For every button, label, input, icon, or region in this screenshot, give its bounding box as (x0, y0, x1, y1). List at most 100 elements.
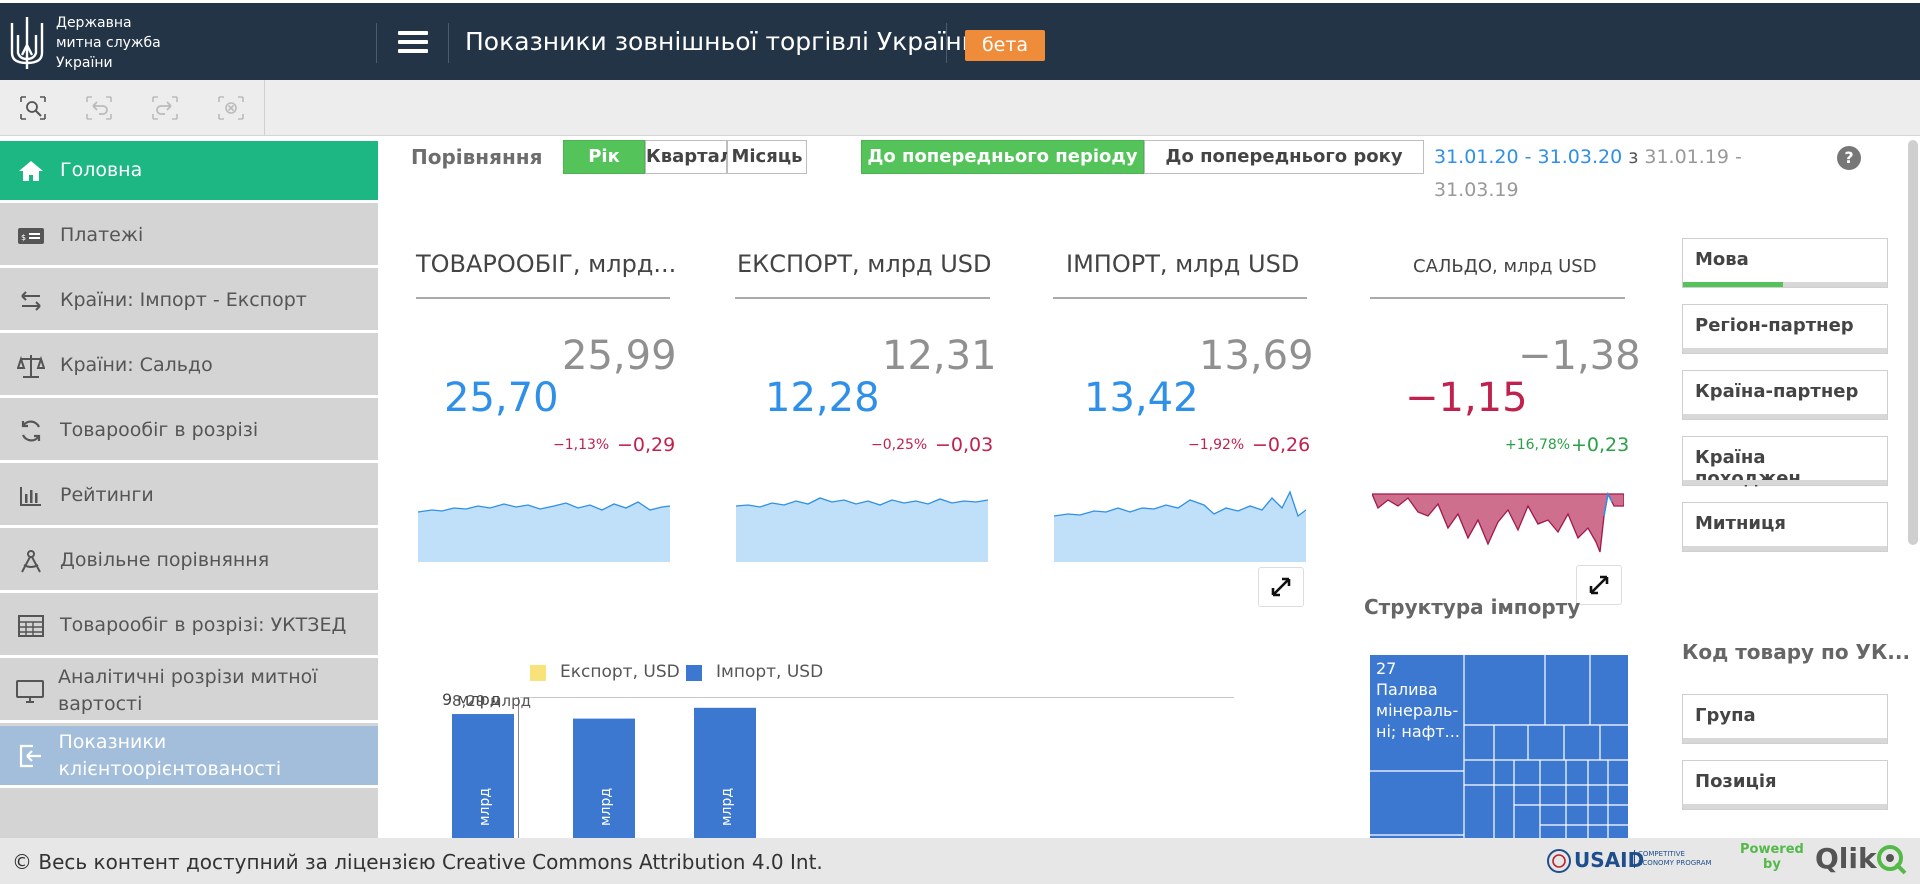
treemap-tile-label-line: ні; нафт... (1376, 722, 1460, 741)
date-range-previous-start: 31.01.19 - (1644, 146, 1742, 168)
filter-partner-country[interactable]: Країна-партнер (1682, 370, 1888, 420)
home-icon (16, 156, 46, 186)
date-range-current: 31.01.20 - 31.03.20 (1434, 146, 1623, 168)
step-back-icon[interactable] (84, 94, 114, 122)
kpi-current-import: 13,42 (1084, 375, 1199, 421)
help-icon[interactable]: ? (1837, 146, 1861, 170)
beta-badge: бета (965, 30, 1045, 61)
filter-bar (1683, 804, 1887, 809)
bar-inner-label: млрд (719, 788, 735, 826)
sidebar-item-countries-balance[interactable]: Країни: Сальдо (0, 336, 378, 398)
trident-logo-icon (10, 17, 44, 69)
filter-language[interactable]: Мова (1682, 238, 1888, 288)
app-title: Показники зовнішньої торгівлі України (465, 27, 978, 56)
period-button-year[interactable]: Рік (563, 140, 645, 174)
filter-label: Мова (1695, 249, 1749, 270)
logo-text-line-3: України (56, 55, 113, 71)
sidebar-item-client-orientation[interactable]: Показники клієнтоорієнтованості (0, 726, 378, 788)
vertical-scrollbar[interactable] (1908, 140, 1918, 545)
filter-label: Митниця (1695, 513, 1786, 534)
kpi-divider (1053, 297, 1307, 299)
sidebar-item-custom-comparison[interactable]: Довільне порівняння (0, 531, 378, 593)
legend-label-export: Експорт, USD (560, 662, 680, 682)
kpi-title-turnover: ТОВАРООБІГ, млрд... (416, 250, 677, 278)
payments-icon: $ (16, 221, 46, 251)
svg-text:$: $ (21, 233, 26, 242)
expand-icon[interactable] (1576, 565, 1622, 605)
mode-button-prev-year[interactable]: До попереднього року (1144, 140, 1424, 174)
kpi-percent-import: −1,92% (1188, 437, 1245, 453)
y-axis (518, 697, 519, 838)
bar-import-2[interactable] (694, 707, 756, 838)
filter-bar (1683, 348, 1887, 353)
sidebar-item-home[interactable]: Головна (0, 141, 378, 203)
expand-icon[interactable] (1258, 567, 1304, 607)
kpi-percent-export: −0,25% (871, 437, 928, 453)
exit-icon (16, 741, 45, 771)
footer: © Весь контент доступний за ліцензією Cr… (0, 838, 1920, 884)
bar-data-label: 8,29 млрд (452, 692, 531, 710)
compass-icon (16, 546, 46, 576)
treemap-tile-grid (1370, 655, 1628, 838)
smart-search-icon[interactable] (18, 94, 48, 122)
treemap-tile-code: 27 (1376, 659, 1397, 678)
import-structure-title: Структура імпорту (1364, 595, 1581, 619)
export-import-bar-chart: Експорт, USD Імпорт, USD 9 млрд млрд 8,29… (420, 650, 1320, 838)
usaid-logo-text: USAID (1574, 848, 1645, 872)
filter-selection-indicator (1683, 282, 1783, 287)
period-button-month[interactable]: Місяць (727, 140, 807, 174)
filter-label: Позиція (1695, 771, 1777, 792)
import-structure-treemap[interactable]: 27 Палива мінераль- ні; нафт... (1370, 655, 1628, 838)
sidebar-item-ratings[interactable]: Рейтинги (0, 466, 378, 528)
sidebar-item-label: Платежі (60, 224, 144, 246)
kpi-diff-export: −0,03 (935, 434, 994, 456)
bars-layer: млрд 8,29 млрд млрд млрд (452, 692, 756, 838)
sidebar-item-label: Головна (60, 159, 143, 181)
sidebar-item-label: Країни: Сальдо (60, 354, 213, 376)
usaid-seal-icon (1547, 849, 1571, 873)
legend-swatch-import (686, 665, 702, 681)
kpi-divider (416, 297, 670, 299)
sidebar-item-turnover-uktzed[interactable]: Товарообіг в розрізі: УКТЗЕД (0, 596, 378, 658)
logo-text-line-1: Державна (56, 15, 132, 31)
step-forward-icon[interactable] (150, 94, 180, 122)
filter-position[interactable]: Позиція (1682, 760, 1888, 810)
sidebar-item-customs-value-analytics[interactable]: Аналітичні розрізи митної вартості (0, 661, 378, 723)
kpi-divider (1370, 297, 1625, 299)
kpi-title-import: ІМПОРТ, млрд USD (1066, 250, 1300, 278)
clear-selections-icon[interactable] (216, 94, 246, 122)
filter-group[interactable]: Група (1682, 694, 1888, 744)
filter-origin-country[interactable]: Країна походжен... (1682, 436, 1888, 489)
filter-partner-region[interactable]: Регіон-партнер (1682, 304, 1888, 354)
treemap-tile-label-line: мінераль- (1376, 701, 1459, 720)
filter-bar (1683, 282, 1887, 287)
header-divider (376, 23, 377, 63)
bar-inner-label: млрд (598, 788, 614, 826)
y-tick-label: 9 млрд (442, 690, 501, 709)
sidebar-item-countries-import-export[interactable]: Країни: Імпорт - Експорт (0, 271, 378, 333)
bar-import-1[interactable] (573, 718, 635, 838)
filter-customs-office[interactable]: Митниця (1682, 502, 1888, 552)
sidebar-item-label: Показники клієнтоорієнтованості (58, 730, 282, 780)
hamburger-menu-icon[interactable] (398, 31, 428, 55)
mode-button-prev-period[interactable]: До попереднього періоду (861, 140, 1144, 174)
kpi-percent-turnover: −1,13% (553, 437, 610, 453)
sidebar-item-turnover-breakdown[interactable]: Товарообіг в розрізі (0, 401, 378, 463)
qlik-logo-text: Qlik (1815, 842, 1877, 875)
table-icon (16, 611, 46, 641)
treemap-tile-label-line: Палива (1376, 680, 1438, 699)
filter-label: Регіон-партнер (1695, 315, 1854, 336)
bar-import-0[interactable] (452, 714, 514, 838)
sidebar-item-payments[interactable]: $ Платежі (0, 206, 378, 268)
logo-text-line-2: митна служба (56, 35, 161, 51)
powered-by-text: Powered by (1740, 842, 1804, 872)
kpi-current-export: 12,28 (765, 375, 880, 421)
usaid-program-line: ECONOMY PROGRAM (1638, 859, 1712, 867)
kpi-previous-import: 13,69 (1199, 333, 1314, 379)
scales-icon (16, 351, 46, 381)
usaid-program-line: COMPETITIVE (1638, 850, 1685, 858)
kpi-diff-balance: +0,23 (1571, 434, 1630, 456)
sidebar-item-label: Країни: Імпорт - Експорт (60, 289, 307, 311)
period-button-quarter[interactable]: Квартал (645, 140, 733, 174)
sidebar-item-label: Аналітичні розрізи митної вартості (58, 665, 318, 715)
